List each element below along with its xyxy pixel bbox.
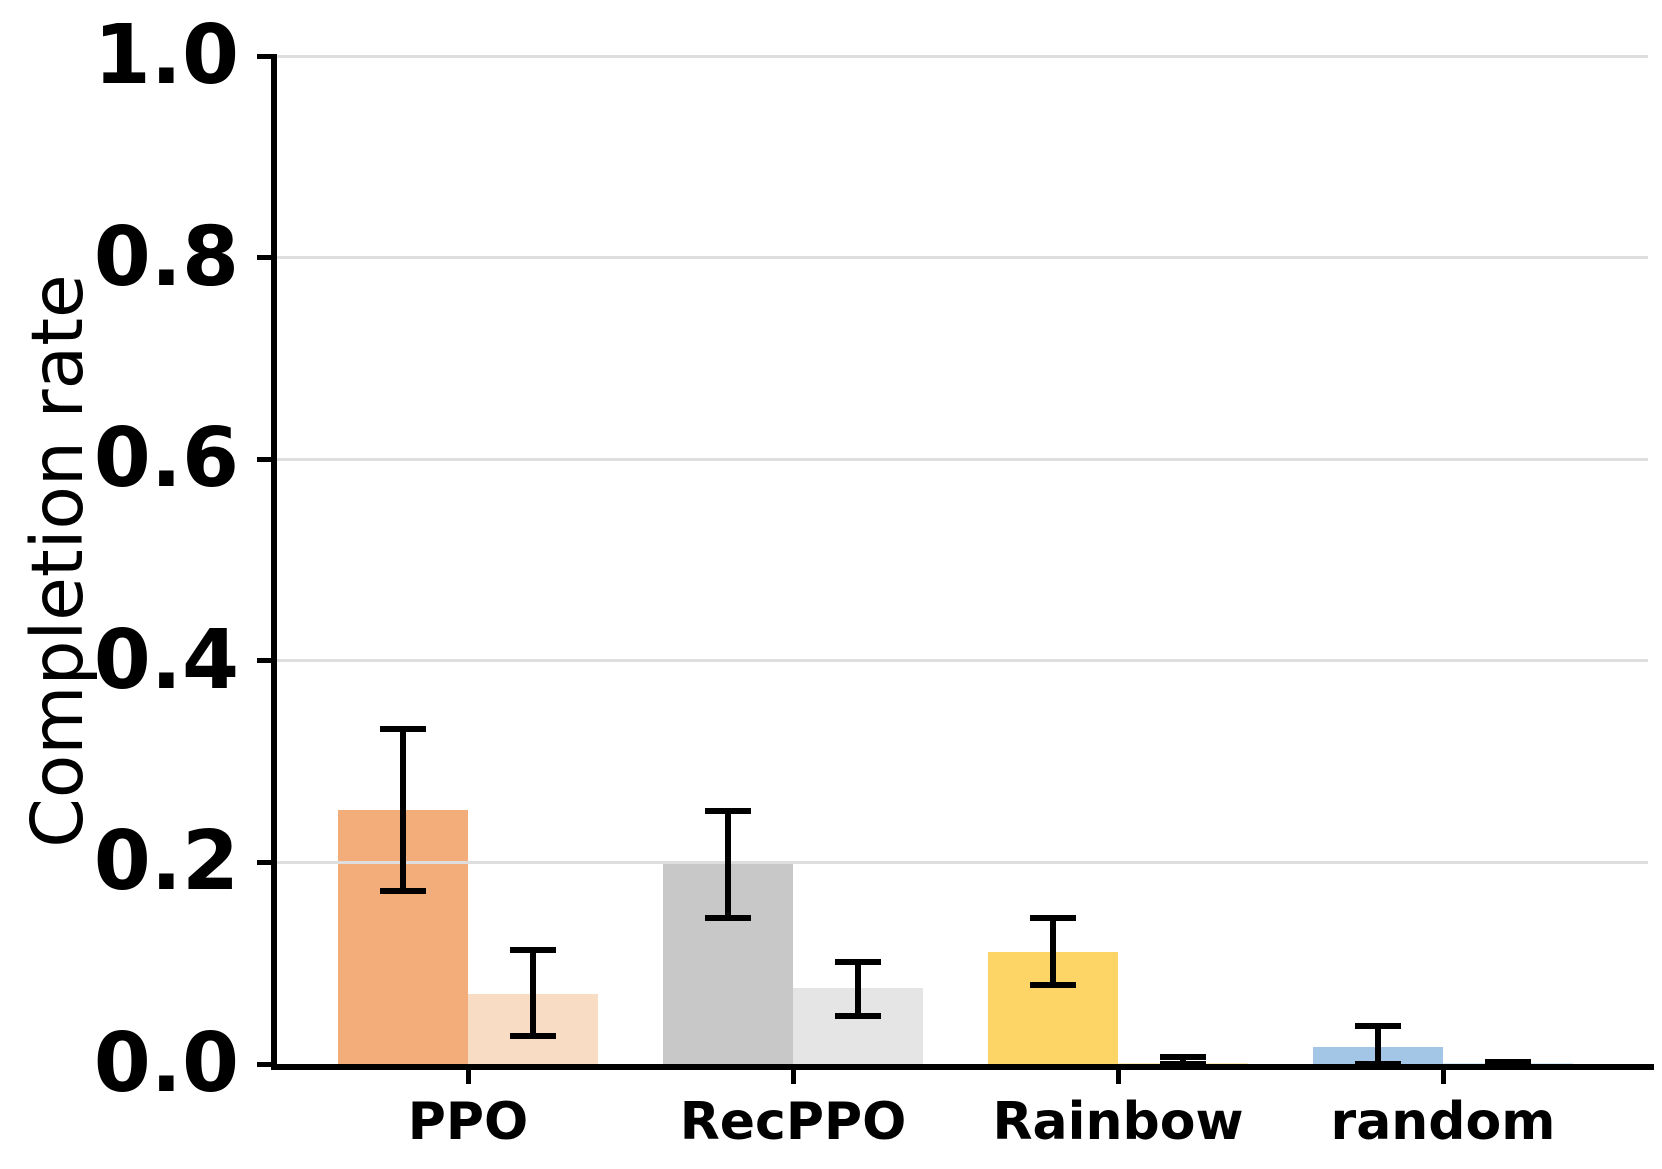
y-tick-mark [257,53,271,59]
error-bar-ppo-primary-line [400,729,406,891]
gridline [277,860,1648,864]
error-bar-rainbow-primary-cap-top [1030,914,1076,921]
y-tick-label: 0.2 [93,814,239,910]
error-bar-random-primary-cap-top [1355,1022,1401,1029]
error-bar-recppo-secondary-cap-top [835,959,881,966]
y-tick-label: 1.0 [93,8,239,103]
x-tick-mark [465,1070,471,1084]
gridline [277,54,1648,58]
y-tick-mark [257,1061,271,1067]
gridline [277,659,1648,663]
y-tick-label: 0.4 [93,612,239,708]
plot-area: 0.0 0.2 0.4 0.6 0.8 1.0 PPO RecPPO Rainbow random [94,15,1654,1152]
y-tick-label: 0.8 [93,209,239,305]
error-bar-ppo-secondary-line [530,950,536,1036]
x-tick-mark [1440,1070,1446,1084]
error-bar-recppo-secondary-line [855,962,861,1016]
y-tick-label: 0.0 [93,1016,239,1111]
error-bar-rainbow-secondary-cap-bottom [1160,1061,1206,1067]
x-tick-label-random: random [1330,1092,1556,1152]
x-axis-spine [271,1064,1654,1070]
error-bar-ppo-secondary-cap-bottom [510,1032,556,1039]
error-bar-recppo-primary-cap-bottom [705,914,751,921]
error-bar-recppo-primary-cap-top [705,807,751,814]
y-axis-spine [271,54,277,1070]
error-bar-random-secondary-cap-bottom [1485,1061,1531,1067]
error-bar-random-primary-line [1375,1025,1381,1064]
gridline [277,256,1648,260]
y-tick-mark [257,859,271,865]
error-bar-recppo-secondary-cap-bottom [835,1012,881,1019]
x-tick-mark [790,1070,796,1084]
x-tick-mark [1115,1070,1121,1084]
error-bar-rainbow-primary-line [1050,917,1056,986]
error-bar-rainbow-primary-cap-bottom [1030,982,1076,989]
x-tick-label-ppo: PPO [407,1092,529,1152]
x-tick-label-recppo: RecPPO [679,1092,907,1152]
y-tick-label: 0.6 [93,411,239,507]
error-bar-random-primary-cap-bottom [1355,1061,1401,1067]
y-axis-title: Completion rate [16,274,99,848]
gridline [277,457,1648,461]
error-bar-ppo-primary-cap-bottom [380,887,426,894]
error-bar-ppo-secondary-cap-top [510,947,556,954]
y-tick-mark [257,255,271,261]
error-bar-rainbow-secondary-line [1180,1056,1186,1064]
error-bar-recppo-primary-line [725,810,731,918]
error-bar-rainbow-secondary-cap-top [1160,1053,1206,1060]
y-tick-mark [257,456,271,462]
y-tick-mark [257,658,271,664]
x-tick-label-rainbow: Rainbow [992,1092,1244,1152]
error-bar-ppo-primary-cap-top [380,726,426,733]
